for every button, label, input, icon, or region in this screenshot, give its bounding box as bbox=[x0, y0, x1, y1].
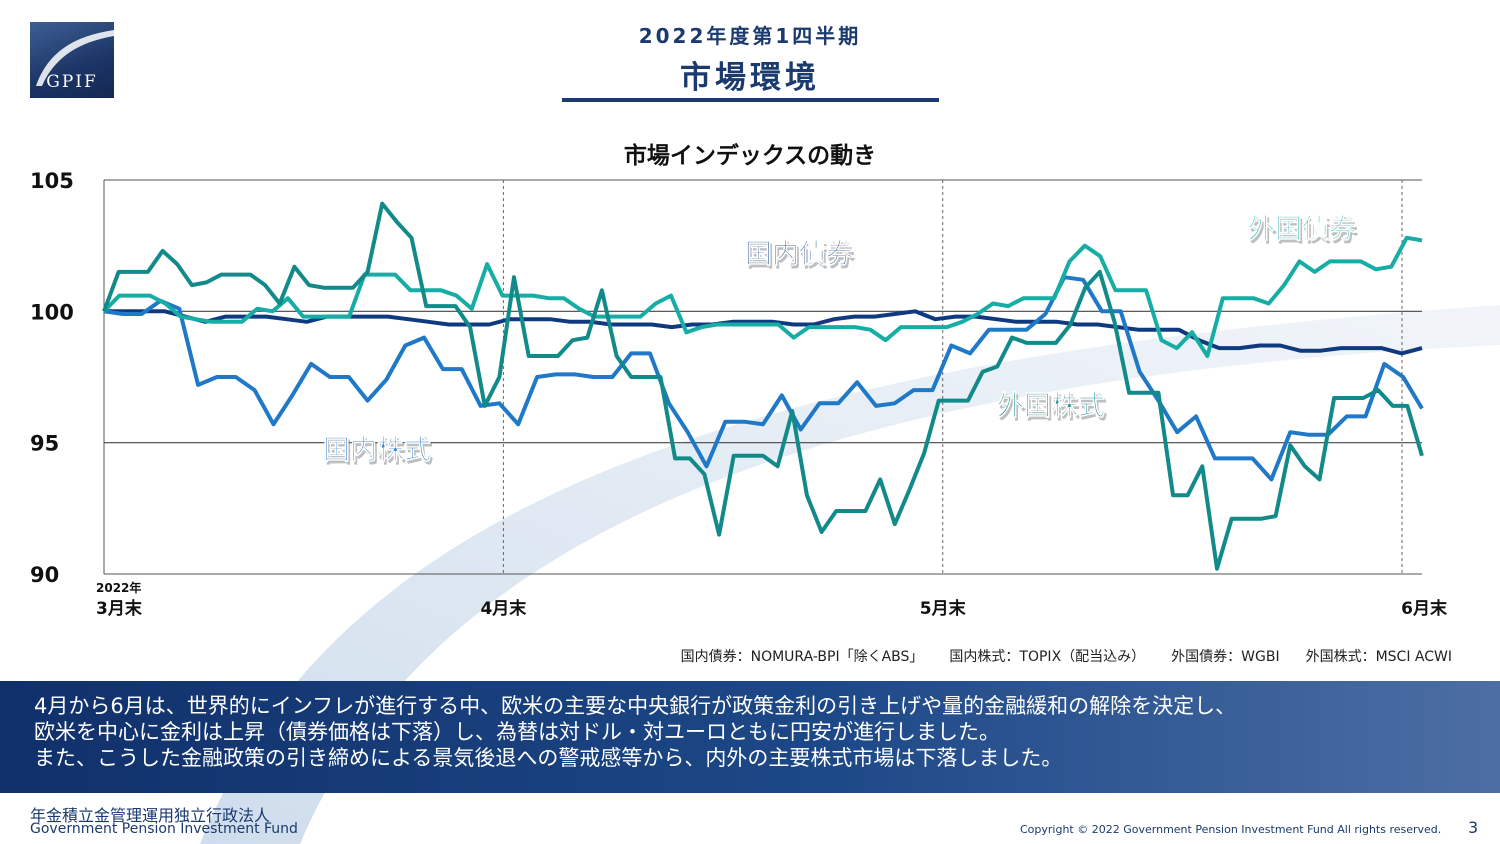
footer-org-english: Government Pension Investment Fund bbox=[30, 821, 298, 837]
logo-text: GPIF bbox=[46, 72, 98, 92]
series-label-domestic-equities: 国内株式 bbox=[323, 435, 431, 466]
page-number: 3 bbox=[1468, 818, 1479, 837]
page-subtitle: 2022年度第1四半期 bbox=[638, 24, 862, 48]
series-label-foreign-bonds: 外国債券 bbox=[1248, 213, 1357, 245]
series-line-foreign-equities bbox=[102, 201, 1424, 571]
x-tick-label-2: 5月末 bbox=[920, 598, 967, 619]
summary-line-1: 4月から6月は、世界的にインフレが進行する中、欧米の主要な中央銀行が政策金利の引… bbox=[34, 694, 1237, 718]
source-notes: 国内債券：NOMURA-BPI「除くABS」 国内株式：TOPIX（配当込み） … bbox=[681, 646, 1452, 666]
source-note-foreign-equities: 外国株式：MSCI ACWI bbox=[1305, 649, 1452, 665]
gpif-logo: GPIF bbox=[30, 22, 114, 98]
copyright-notice: Copyright © 2022 Government Pension Inve… bbox=[1020, 823, 1442, 836]
x-tick-label-0: 3月末 bbox=[96, 598, 143, 619]
series-label-domestic-bonds: 国内債券 bbox=[745, 238, 854, 270]
page-title: 市場環境 bbox=[680, 60, 820, 96]
series-line-foreign-bonds bbox=[102, 235, 1423, 358]
summary-line-3: また、こうした金融政策の引き締めによる景気後退への警戒感等から、内外の主要株式市… bbox=[34, 746, 1063, 770]
series-label-shadow-domestic-equities: 国内株式 bbox=[325, 438, 433, 469]
series-label-shadow-foreign-equities: 外国株式 bbox=[999, 394, 1107, 425]
source-note-domestic-equities: 国内株式：TOPIX（配当込み） bbox=[949, 649, 1146, 665]
series-label-shadow-foreign-bonds: 外国債券 bbox=[1250, 216, 1359, 248]
y-tick-label-100: 100 bbox=[30, 300, 74, 324]
title-underline bbox=[562, 98, 939, 102]
chart-title: 市場インデックスの動き bbox=[623, 143, 877, 169]
x-tick-label-3: 6月末 bbox=[1401, 598, 1448, 619]
y-tick-label-105: 105 bbox=[30, 169, 74, 193]
summary-banner: 4月から6月は、世界的にインフレが進行する中、欧米の主要な中央銀行が政策金利の引… bbox=[0, 681, 1500, 793]
y-tick-label-90: 90 bbox=[30, 563, 59, 587]
series-line-domestic-equities bbox=[103, 275, 1424, 482]
logo-arc-icon bbox=[36, 30, 114, 86]
summary-line-2: 欧米を中心に金利は上昇（債券価格は下落）し、為替は対ドル・対ユーロともに円安が進… bbox=[34, 720, 1000, 744]
source-note-domestic-bonds: 国内債券：NOMURA-BPI「除くABS」 bbox=[680, 649, 924, 665]
source-note-foreign-bonds: 外国債券：WGBI bbox=[1171, 649, 1280, 665]
x-tick-label-1: 4月末 bbox=[480, 598, 527, 619]
series-label-shadow-domestic-bonds: 国内債券 bbox=[747, 241, 856, 273]
series-label-foreign-equities: 外国株式 bbox=[997, 391, 1105, 422]
footer-org-japanese: 年金積立金管理運用独立行政法人 bbox=[30, 806, 271, 825]
x-tick-sublabel-0: 2022年 bbox=[96, 580, 141, 595]
y-tick-label-95: 95 bbox=[30, 432, 59, 456]
